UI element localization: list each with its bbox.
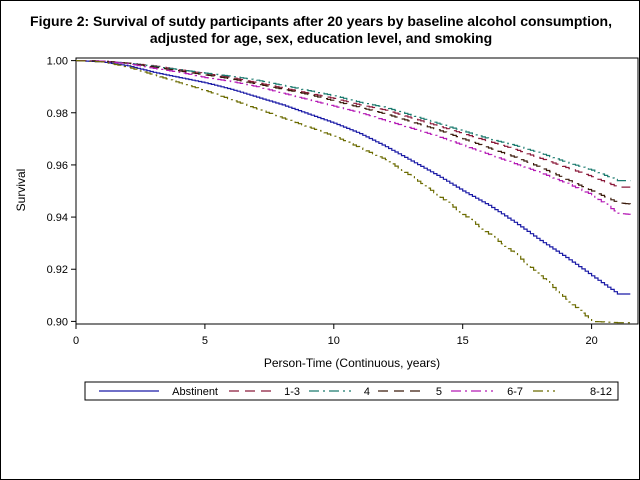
y-tick-label: 0.90 [47, 316, 68, 328]
series-line-6 [76, 60, 631, 324]
y-tick-label: 1.00 [47, 56, 68, 68]
legend-label: Abstinent [172, 386, 218, 398]
legend: Abstinent 1-3 4 5 6-7 8-12 [84, 381, 619, 401]
legend-label: 1-3 [284, 386, 300, 398]
plot-area: 0.90 0.92 0.94 0.96 0.98 1.00 0 5 10 15 20 [47, 56, 639, 347]
legend-label: 8-12 [590, 386, 612, 398]
chart-title-line-1: Figure 2: Survival of sutdy participants… [30, 13, 612, 29]
x-tick-label: 20 [585, 335, 597, 347]
legend-label: 4 [364, 386, 370, 398]
series-line-5 [76, 60, 631, 215]
y-axis-label: Survival [14, 169, 28, 212]
x-axis-label: Person-Time (Continuous, years) [264, 356, 440, 370]
series-line-1 [76, 60, 631, 295]
x-tick-label: 5 [202, 335, 208, 347]
y-tick-label: 0.96 [47, 160, 68, 172]
x-tick-label: 15 [457, 335, 469, 347]
legend-label: 6-7 [507, 386, 523, 398]
y-tick-label: 0.92 [47, 264, 68, 276]
plot-frame [75, 57, 639, 325]
y-tick-label: 0.98 [47, 108, 68, 120]
series-line-2 [76, 60, 631, 188]
x-tick-label: 10 [328, 335, 340, 347]
chart-title-line-2: adjusted for age, sex, education level, … [150, 30, 492, 46]
y-tick-label: 0.94 [47, 212, 68, 224]
legend-box [84, 381, 619, 401]
legend-label: 5 [436, 386, 442, 398]
series-line-3 [76, 60, 631, 182]
series-line-4 [76, 60, 631, 205]
x-tick-label: 0 [73, 335, 79, 347]
